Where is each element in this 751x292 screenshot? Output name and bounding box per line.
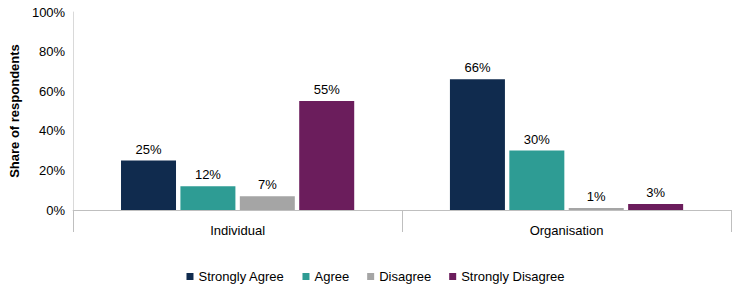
svg-text:12%: 12% <box>195 167 221 182</box>
svg-text:Strongly Disagree: Strongly Disagree <box>461 269 564 284</box>
svg-text:3%: 3% <box>646 185 665 200</box>
svg-text:1%: 1% <box>587 189 606 204</box>
svg-text:60%: 60% <box>39 84 65 99</box>
svg-text:25%: 25% <box>135 142 161 157</box>
svg-text:80%: 80% <box>39 44 65 59</box>
svg-text:40%: 40% <box>39 123 65 138</box>
svg-text:30%: 30% <box>524 132 550 147</box>
svg-text:20%: 20% <box>39 163 65 178</box>
svg-text:Individual: Individual <box>210 223 265 238</box>
svg-text:66%: 66% <box>464 60 490 75</box>
svg-text:Organisation: Organisation <box>530 223 604 238</box>
svg-text:0%: 0% <box>46 203 65 218</box>
svg-text:100%: 100% <box>32 5 66 20</box>
svg-text:55%: 55% <box>314 82 340 97</box>
svg-text:Share of respondents: Share of respondents <box>7 44 22 178</box>
svg-text:Disagree: Disagree <box>379 269 431 284</box>
svg-text:Agree: Agree <box>314 269 349 284</box>
svg-text:Strongly Agree: Strongly Agree <box>198 269 283 284</box>
svg-text:7%: 7% <box>258 177 277 192</box>
